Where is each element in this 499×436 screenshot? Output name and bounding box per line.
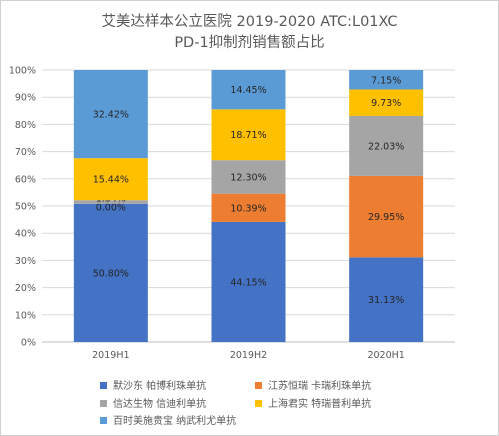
data-label: 50.80% xyxy=(93,268,129,279)
data-label: 29.95% xyxy=(368,212,404,223)
y-tick-label: 40% xyxy=(15,229,36,240)
chart-title-line1: 艾美达样本公立医院 2019-2020 ATC:L01XC xyxy=(101,14,398,30)
x-tick-label: 2019H1 xyxy=(92,350,129,361)
y-tick-label: 30% xyxy=(15,256,36,267)
legend-item: 上海君实 特瑞普利单抗 xyxy=(255,395,371,410)
bar-segment xyxy=(73,70,148,159)
data-label: 14.45% xyxy=(230,85,266,96)
legend-label: 信达生物 信迪利单抗 xyxy=(113,399,207,410)
bar-segment xyxy=(73,158,148,201)
bar-segment xyxy=(349,89,424,116)
y-tick-label: 50% xyxy=(15,202,36,213)
bar-segment xyxy=(349,257,424,342)
data-label: 12.30% xyxy=(230,172,266,183)
bar-segment xyxy=(349,175,424,258)
data-label: 10.39% xyxy=(230,203,266,214)
legend-swatch xyxy=(255,400,262,407)
data-label: 44.15% xyxy=(230,277,266,288)
bar-segment xyxy=(73,203,148,342)
data-label: 31.13% xyxy=(368,295,404,306)
chart-legend: 默沙东 帕博利珠单抗 江苏恒瑞 卡瑞利珠单抗 信达生物 信迪利单抗 上海君实 特… xyxy=(100,372,499,432)
legend-swatch xyxy=(255,382,262,389)
bar-segment xyxy=(211,160,286,194)
y-tick-label: 60% xyxy=(15,174,36,185)
y-tick-label: 0% xyxy=(21,338,36,349)
data-label: 15.44% xyxy=(93,175,129,186)
bar-segment xyxy=(211,221,286,342)
bar-segment xyxy=(211,109,286,161)
bar-segment xyxy=(211,193,286,222)
x-tick-label: 2019H2 xyxy=(230,350,267,361)
data-label: 32.42% xyxy=(93,110,129,121)
legend-label: 上海君实 特瑞普利单抗 xyxy=(268,399,372,410)
data-label: 0.00% xyxy=(96,202,126,213)
chart-title-line2: PD-1抑制剂销售额占比 xyxy=(174,35,325,51)
y-tick-label: 70% xyxy=(15,147,36,158)
legend-swatch xyxy=(100,400,107,407)
y-tick-label: 90% xyxy=(15,93,36,104)
bar-segment xyxy=(73,200,148,204)
y-tick-label: 80% xyxy=(15,120,36,131)
legend-label: 百时美施贵宝 纳武利尤单抗 xyxy=(113,416,237,427)
legend-item: 江苏恒瑞 卡瑞利珠单抗 xyxy=(255,377,371,392)
y-tick-label: 100% xyxy=(9,66,36,77)
legend-label: 江苏恒瑞 卡瑞利珠单抗 xyxy=(268,381,372,392)
data-label: 9.73% xyxy=(371,98,401,109)
legend-item: 默沙东 帕博利珠单抗 xyxy=(100,377,206,392)
bar-segment xyxy=(349,115,424,176)
y-tick-label: 10% xyxy=(15,310,36,321)
bar-segment xyxy=(349,70,424,90)
x-tick-label: 2020H1 xyxy=(367,350,404,361)
legend-item: 百时美施贵宝 纳武利尤单抗 xyxy=(100,412,236,427)
y-tick-label: 20% xyxy=(15,283,36,294)
data-label: 22.03% xyxy=(368,141,404,152)
legend-label: 默沙东 帕博利珠单抗 xyxy=(113,381,207,392)
data-label: 18.71% xyxy=(230,130,266,141)
data-label: 7.15% xyxy=(371,75,401,86)
legend-swatch xyxy=(100,382,107,389)
bar-segment xyxy=(211,70,286,110)
legend-swatch xyxy=(100,417,107,424)
legend-item: 信达生物 信迪利单抗 xyxy=(100,395,206,410)
